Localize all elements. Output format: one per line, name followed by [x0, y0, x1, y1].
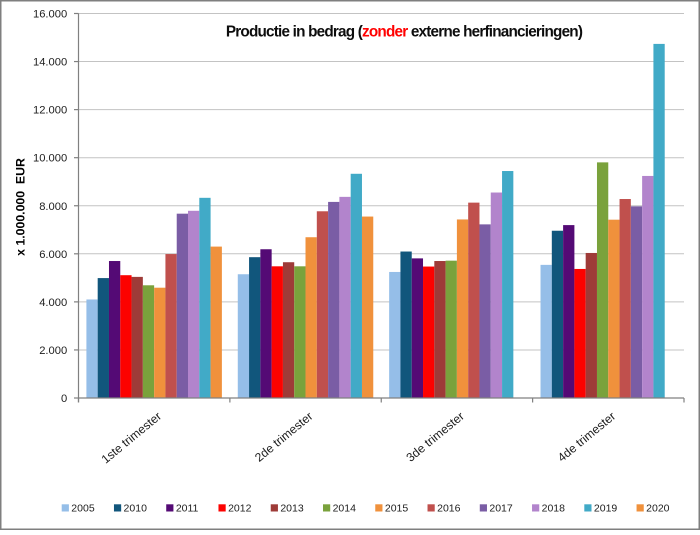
svg-text:2005: 2005: [71, 503, 95, 515]
svg-text:14.000: 14.000: [33, 57, 67, 69]
svg-text:2017: 2017: [489, 503, 513, 515]
svg-text:2010: 2010: [124, 503, 148, 515]
svg-text:2014: 2014: [333, 503, 357, 515]
svg-text:Productie in bedrag (zonder ex: Productie in bedrag (zonder externe herf…: [226, 24, 583, 41]
svg-text:2.000: 2.000: [39, 345, 67, 357]
svg-text:2015: 2015: [385, 503, 409, 515]
svg-text:2020: 2020: [646, 503, 670, 515]
svg-text:8.000: 8.000: [39, 201, 67, 213]
svg-text:12.000: 12.000: [33, 105, 67, 117]
svg-text:2011: 2011: [176, 503, 199, 515]
svg-text:4.000: 4.000: [39, 297, 67, 309]
svg-text:0: 0: [61, 393, 67, 405]
svg-text:x 1.000.000 EUR: x 1.000.000 EUR: [14, 158, 28, 256]
svg-text:6.000: 6.000: [39, 249, 67, 261]
svg-text:16.000: 16.000: [33, 9, 67, 21]
svg-text:2019: 2019: [594, 503, 618, 515]
svg-text:10.000: 10.000: [33, 153, 67, 165]
svg-text:2012: 2012: [228, 503, 252, 515]
svg-text:2016: 2016: [437, 503, 461, 515]
svg-text:2013: 2013: [280, 503, 304, 515]
svg-text:2018: 2018: [542, 503, 566, 515]
